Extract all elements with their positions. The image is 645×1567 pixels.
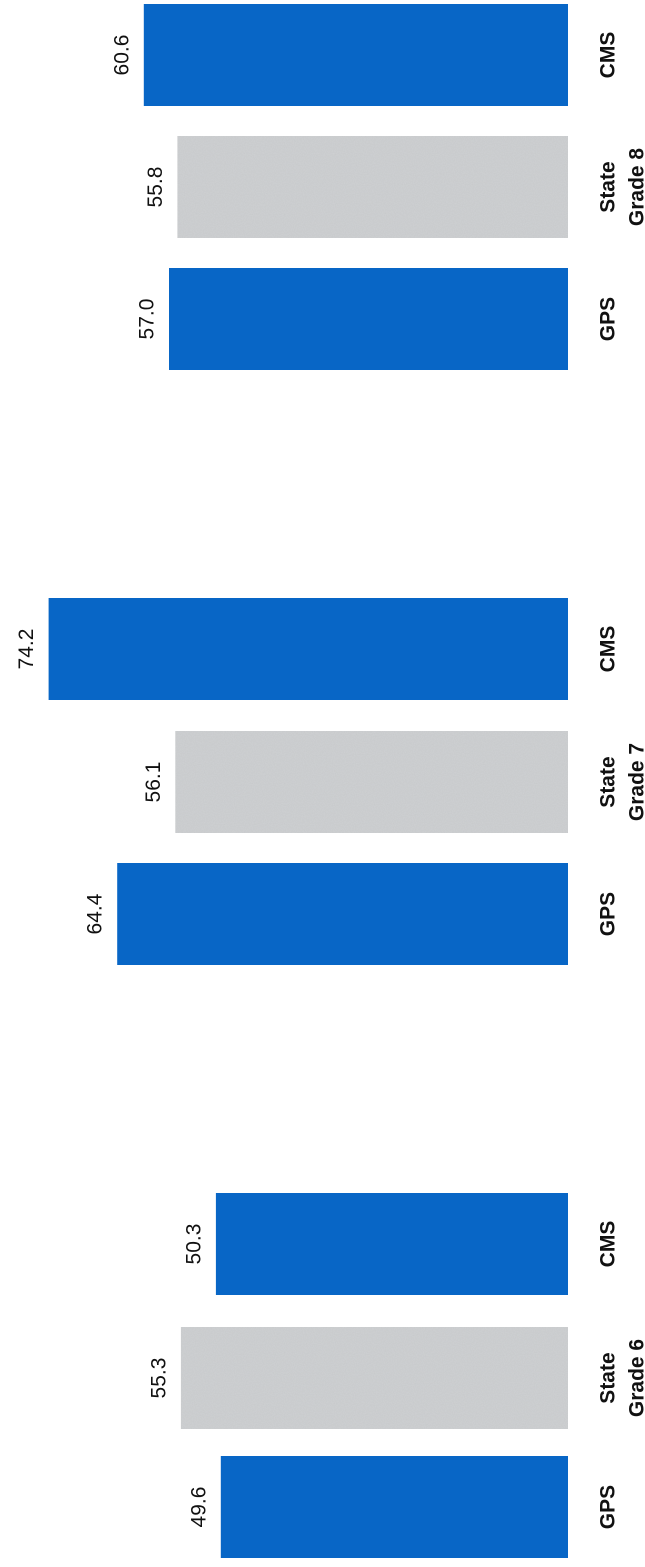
bar-grade-7-cms [48,598,569,700]
bar-grade-6-gps [220,1456,569,1558]
bar-grade-7-state [175,731,569,833]
value-label-grade-8-cms: 60.6 [110,35,133,76]
category-label-grade-7-cms: CMS [597,626,620,673]
group-label-grade-8: Grade 8 [626,148,645,227]
bar-grade-8-cms [143,4,569,106]
group-label-grade-7: Grade 7 [626,743,645,821]
bars-layer [48,4,569,1558]
value-label-grade-6-state: 55.3 [147,1358,170,1399]
value-label-grade-6-cms: 50.3 [182,1224,205,1265]
value-label-grade-6-gps: 49.6 [187,1487,210,1528]
value-label-grade-7-state: 56.1 [142,762,165,803]
value-label-grade-8-gps: 57.0 [136,299,159,340]
category-label-grade-8-cms: CMS [597,32,620,79]
group-label-grade-6: Grade 6 [626,1339,645,1417]
category-label-grade-7-state: State [597,756,620,807]
bar-grade-6-state [180,1327,568,1429]
value-label-grade-8-state: 55.8 [144,167,167,208]
bar-grade-7-gps [117,863,568,965]
labels-layer: 49.6 GPS 55.3 State Grade 6 50.3 CMS 64.4 GPS 56.… [15,32,645,1530]
category-label-grade-6-state: State [597,1352,620,1403]
category-label-grade-7-gps: GPS [597,892,620,936]
value-label-grade-7-gps: 64.4 [84,893,107,934]
value-label-grade-7-cms: 74.2 [15,629,38,670]
category-label-grade-8-gps: GPS [597,297,620,341]
bar-grade-6-cms [215,1193,568,1295]
bar-grade-8-state [177,136,568,238]
category-label-grade-6-cms: CMS [597,1221,620,1268]
bar-grade-8-gps [169,268,568,370]
category-label-grade-6-gps: GPS [597,1485,620,1529]
category-label-grade-8-state: State [597,161,620,212]
